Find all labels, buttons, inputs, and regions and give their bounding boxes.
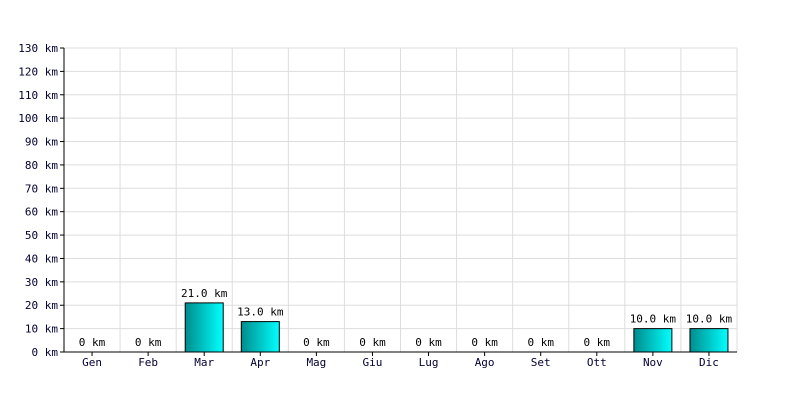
- x-tick-label: Dic: [699, 356, 719, 369]
- value-label: 0 km: [527, 336, 554, 349]
- y-tick-label: 20 km: [25, 299, 58, 312]
- x-tick-label: Lug: [419, 356, 439, 369]
- x-tick-label: Nov: [643, 356, 663, 369]
- x-tick-label: Ago: [475, 356, 495, 369]
- y-tick-label: 50 km: [25, 229, 58, 242]
- value-label: 0 km: [303, 336, 330, 349]
- x-tick-label: Gen: [82, 356, 102, 369]
- x-tick-label: Giu: [363, 356, 383, 369]
- value-label: 0 km: [359, 336, 386, 349]
- y-tick-label: 110 km: [18, 89, 58, 102]
- value-label: 0 km: [79, 336, 106, 349]
- bar: [184, 302, 224, 353]
- bar: [633, 328, 673, 353]
- value-label: 13.0 km: [237, 306, 284, 319]
- x-tick-label: Ott: [587, 356, 607, 369]
- x-tick-label: Mag: [306, 356, 326, 369]
- y-tick-label: 70 km: [25, 182, 58, 195]
- value-label: 0 km: [471, 336, 498, 349]
- y-tick-label: 0 km: [32, 346, 59, 359]
- y-tick-label: 60 km: [25, 206, 58, 219]
- value-label: 0 km: [584, 336, 611, 349]
- bar: [240, 321, 280, 353]
- y-tick-label: 100 km: [18, 112, 58, 125]
- y-tick-label: 90 km: [25, 136, 58, 149]
- y-tick-label: 30 km: [25, 276, 58, 289]
- x-tick-label: Apr: [250, 356, 270, 369]
- x-tick-label: Set: [531, 356, 551, 369]
- x-tick-label: Feb: [138, 356, 158, 369]
- value-label: 0 km: [415, 336, 442, 349]
- bar: [689, 328, 729, 353]
- x-tick-label: Mar: [194, 356, 214, 369]
- y-tick-label: 130 km: [18, 42, 58, 55]
- y-tick-label: 120 km: [18, 65, 58, 78]
- value-label: 0 km: [135, 336, 162, 349]
- value-label: 10.0 km: [686, 313, 733, 326]
- y-tick-label: 40 km: [25, 252, 58, 265]
- value-label: 21.0 km: [181, 287, 228, 300]
- y-tick-label: 80 km: [25, 159, 58, 172]
- value-label: 10.0 km: [630, 313, 677, 326]
- y-tick-label: 10 km: [25, 323, 58, 336]
